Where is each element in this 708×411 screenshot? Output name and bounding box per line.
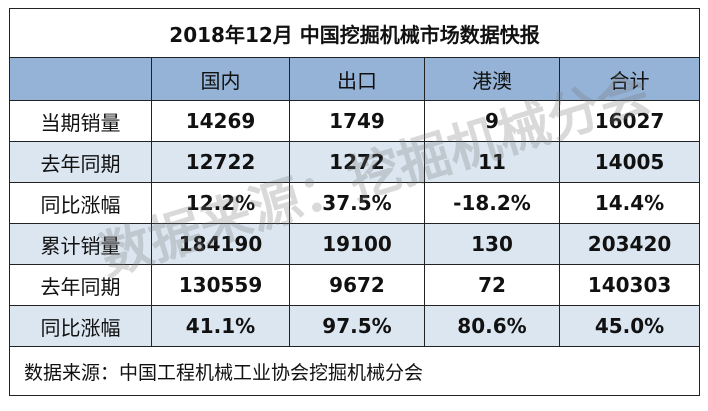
data-row: 累计销量 184190 19100 130 203420 xyxy=(9,223,701,265)
value-cell: 9 xyxy=(424,100,560,142)
value-cell: 16027 xyxy=(558,100,701,142)
table-title: 2018年12月 中国挖掘机械市场数据快报 xyxy=(8,8,701,58)
data-row: 去年同期 130559 9672 72 140303 xyxy=(9,264,701,306)
row-label: 去年同期 xyxy=(9,264,152,306)
value-cell: 19100 xyxy=(289,223,425,265)
value-cell: 203420 xyxy=(558,223,701,265)
header-cell: 港澳 xyxy=(424,57,560,101)
value-cell: 1272 xyxy=(289,141,425,183)
row-label: 去年同期 xyxy=(9,141,152,183)
header-cell: 合计 xyxy=(558,57,701,101)
value-cell: 14005 xyxy=(558,141,701,183)
value-cell: 45.0% xyxy=(558,305,701,347)
value-cell: 41.1% xyxy=(151,305,290,347)
value-cell: -18.2% xyxy=(424,182,560,224)
row-label: 累计销量 xyxy=(9,223,152,265)
value-cell: 130 xyxy=(424,223,560,265)
data-row: 同比涨幅 41.1% 97.5% 80.6% 45.0% xyxy=(9,305,701,347)
data-table: 2018年12月 中国挖掘机械市场数据快报 国内 出口 港澳 合计 当期销量 14269 1… xyxy=(8,8,701,396)
value-cell: 12.2% xyxy=(151,182,290,224)
row-label: 同比涨幅 xyxy=(9,305,152,347)
value-cell: 72 xyxy=(424,264,560,306)
source-note: 数据来源：中国工程机械工业协会挖掘机械分会 xyxy=(8,346,701,396)
header-corner xyxy=(9,57,152,101)
data-row: 去年同期 12722 1272 11 14005 xyxy=(9,141,701,183)
value-cell: 37.5% xyxy=(289,182,425,224)
report: 2018年12月 中国挖掘机械市场数据快报 国内 出口 港澳 合计 当期销量 14269 1… xyxy=(8,8,701,403)
header-cell: 国内 xyxy=(151,57,290,101)
value-cell: 12722 xyxy=(151,141,290,183)
data-row: 同比涨幅 12.2% 37.5% -18.2% 14.4% xyxy=(9,182,701,224)
value-cell: 1749 xyxy=(289,100,425,142)
header-row: 国内 出口 港澳 合计 xyxy=(9,57,701,101)
source-row: 数据来源：中国工程机械工业协会挖掘机械分会 xyxy=(8,346,701,396)
data-row: 当期销量 14269 1749 9 16027 xyxy=(9,100,701,142)
row-label: 同比涨幅 xyxy=(9,182,152,224)
value-cell: 140303 xyxy=(558,264,701,306)
value-cell: 80.6% xyxy=(424,305,560,347)
value-cell: 9672 xyxy=(289,264,425,306)
row-label: 当期销量 xyxy=(9,100,152,142)
value-cell: 11 xyxy=(424,141,560,183)
header-cell: 出口 xyxy=(289,57,425,101)
value-cell: 130559 xyxy=(151,264,290,306)
value-cell: 184190 xyxy=(151,223,290,265)
value-cell: 97.5% xyxy=(289,305,425,347)
value-cell: 14269 xyxy=(151,100,290,142)
value-cell: 14.4% xyxy=(558,182,701,224)
